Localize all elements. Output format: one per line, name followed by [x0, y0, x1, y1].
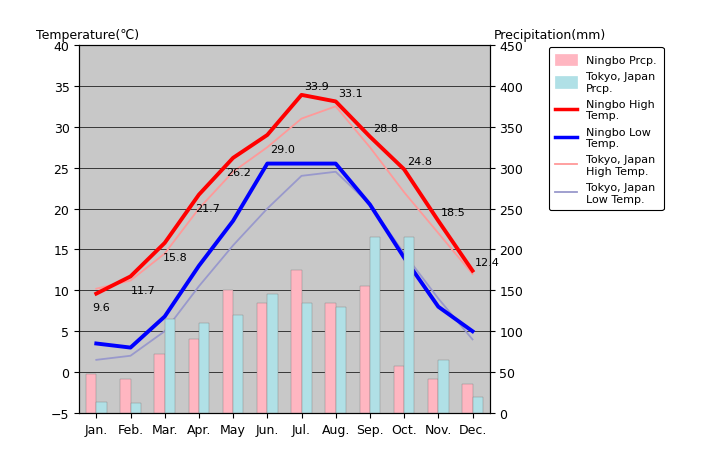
Bar [96, 402, 107, 413]
Bar [360, 286, 370, 413]
Text: 9.6: 9.6 [92, 302, 110, 313]
Bar [130, 403, 141, 413]
Bar [199, 323, 210, 413]
Bar [428, 379, 438, 413]
Bar [257, 303, 267, 413]
Bar [189, 340, 199, 413]
Bar [120, 379, 130, 413]
Bar [291, 270, 302, 413]
Text: 18.5: 18.5 [441, 208, 466, 218]
Bar [336, 307, 346, 413]
Bar [325, 303, 336, 413]
Text: 33.1: 33.1 [338, 89, 363, 99]
Legend: Ningbo Prcp., Tokyo, Japan
Prcp., Ningbo High
Temp., Ningbo Low
Temp., Tokyo, Ja: Ningbo Prcp., Tokyo, Japan Prcp., Ningbo… [549, 48, 664, 211]
Bar [86, 374, 96, 413]
Text: 24.8: 24.8 [407, 157, 432, 166]
Bar [165, 319, 175, 413]
Text: 11.7: 11.7 [130, 285, 156, 296]
Text: 26.2: 26.2 [226, 167, 251, 177]
Bar [394, 366, 404, 413]
Bar [462, 384, 472, 413]
Bar [472, 397, 483, 413]
Bar [438, 360, 449, 413]
Y-axis label: Precipitation(mm): Precipitation(mm) [494, 29, 606, 42]
Bar [404, 238, 415, 413]
Text: 21.7: 21.7 [194, 204, 220, 214]
Text: 12.4: 12.4 [475, 257, 500, 268]
Bar [267, 295, 278, 413]
Bar [302, 303, 312, 413]
Text: 28.8: 28.8 [373, 124, 397, 134]
Bar [233, 315, 243, 413]
Bar [370, 238, 380, 413]
Y-axis label: Temperature(℃): Temperature(℃) [36, 29, 139, 42]
Text: 15.8: 15.8 [163, 252, 188, 262]
Text: 33.9: 33.9 [305, 82, 329, 92]
Text: 29.0: 29.0 [270, 144, 295, 154]
Bar [155, 354, 165, 413]
Bar [223, 291, 233, 413]
